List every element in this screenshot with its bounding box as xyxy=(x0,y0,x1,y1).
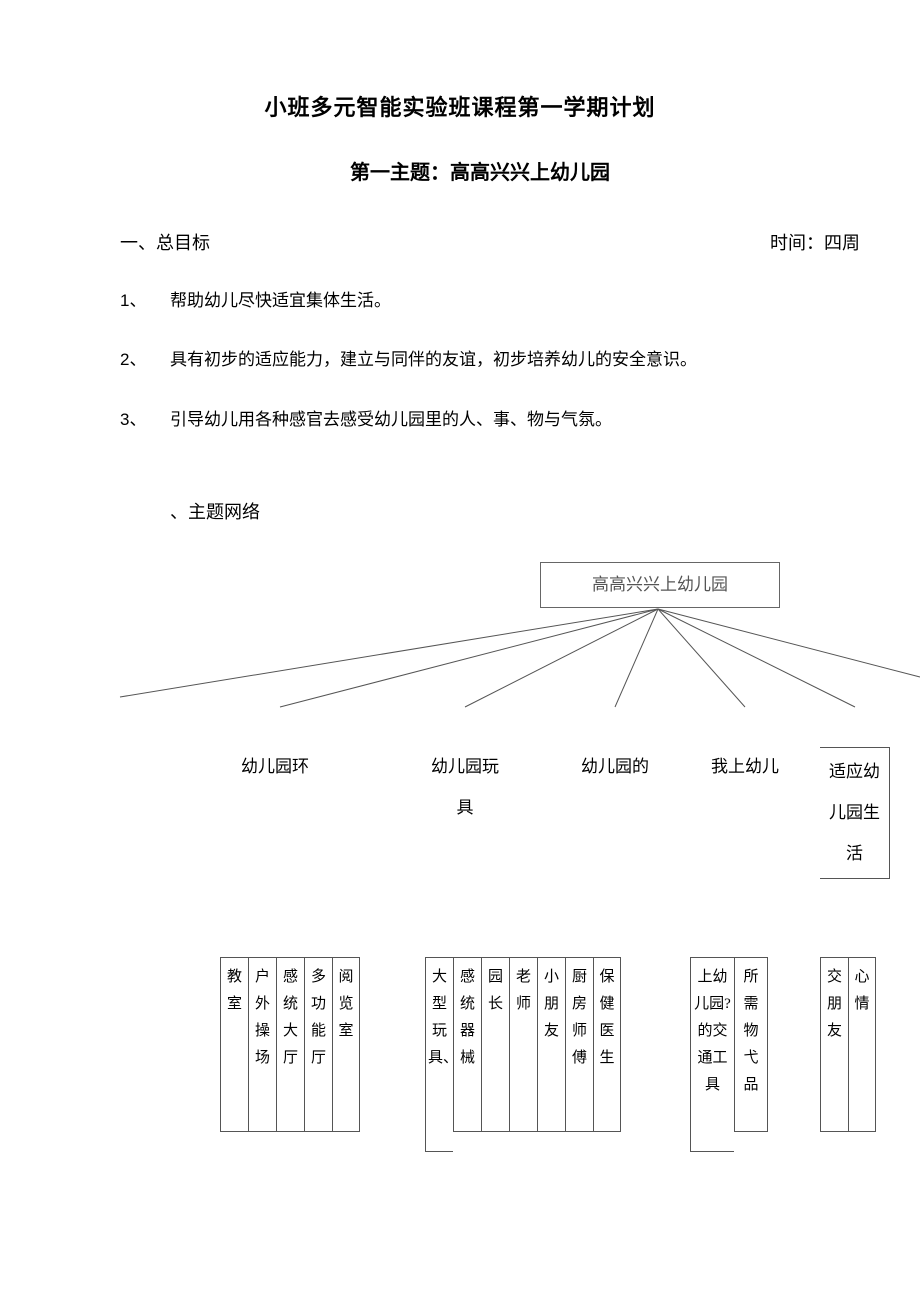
leaf-cell: 老师 xyxy=(509,957,537,1132)
goal-number: 1、 xyxy=(120,282,170,319)
goal-item: 1、 帮助幼儿尽快适宜集体生活。 xyxy=(120,282,870,319)
goal-item: 2、 具有初步的适应能力，建立与同伴的友谊，初步培养幼儿的安全意识。 xyxy=(120,341,870,378)
level2-node: 幼儿园的 xyxy=(580,747,650,788)
level2-node: 幼儿园环 xyxy=(240,747,310,788)
section-theme-label: 、主题网络 xyxy=(170,498,870,527)
leaf-cell: 户外操场 xyxy=(248,957,276,1132)
leaf-cell: 保健医生 xyxy=(593,957,621,1132)
leaf-cell: 心情 xyxy=(848,957,876,1132)
leaf-row: 教室户外操场感统大厅多功能厅阅览室 大型玩具、感统器械园长老师小朋友厨房师傅保健… xyxy=(50,957,920,1147)
goal-number: 2、 xyxy=(120,341,170,378)
leaf-cell: 园长 xyxy=(481,957,509,1132)
leaf-cell: 阅览室 xyxy=(332,957,360,1132)
leaf-cell: 多功能厅 xyxy=(304,957,332,1132)
goal-text: 具有初步的适应能力，建立与同伴的友谊，初步培养幼儿的安全意识。 xyxy=(170,341,870,378)
level2-node: 幼儿园玩具 xyxy=(430,747,500,829)
goals-list: 1、 帮助幼儿尽快适宜集体生活。 2、 具有初步的适应能力，建立与同伴的友谊，初… xyxy=(120,282,870,438)
leaf-cell: 感统大厅 xyxy=(276,957,304,1132)
leaf-cell: 所需物弋品 xyxy=(734,957,768,1132)
goal-text: 引导幼儿用各种感官去感受幼儿园里的人、事、物与气氛。 xyxy=(170,401,870,438)
leaf-group: 大型玩具、感统器械园长老师小朋友厨房师傅保健医生 xyxy=(425,957,621,1152)
leaf-cell: 教室 xyxy=(220,957,248,1132)
diagram-branches xyxy=(50,607,920,727)
header-row: 一、总目标 时间：四周 xyxy=(50,229,870,258)
goal-number: 3、 xyxy=(120,401,170,438)
section-goals-label: 一、总目标 xyxy=(120,229,210,258)
leaf-cell: 感统器械 xyxy=(453,957,481,1132)
leaf-group: 教室户外操场感统大厅多功能厅阅览室 xyxy=(220,957,360,1132)
leaf-cell: 大型玩具、 xyxy=(425,957,453,1152)
leaf-cell: 交朋友 xyxy=(820,957,848,1132)
subtitle: 第一主题：高高兴兴上幼儿园 xyxy=(50,157,870,189)
time-label: 时间：四周 xyxy=(770,229,860,258)
page-title: 小班多元智能实验班课程第一学期计划 xyxy=(50,90,870,125)
level2-node: 我上幼儿 xyxy=(710,747,780,788)
leaf-cell: 厨房师傅 xyxy=(565,957,593,1132)
goal-item: 3、 引导幼儿用各种感官去感受幼儿园里的人、事、物与气氛。 xyxy=(120,401,870,438)
leaf-group: 上幼儿园?的交通工具所需物弋品 xyxy=(690,957,768,1152)
diagram-root-node: 高高兴兴上幼儿园 xyxy=(540,562,780,608)
leaf-cell: 上幼儿园?的交通工具 xyxy=(690,957,734,1152)
leaf-group: 交朋友心情 xyxy=(820,957,876,1132)
goal-text: 帮助幼儿尽快适宜集体生活。 xyxy=(170,282,870,319)
leaf-cell: 小朋友 xyxy=(537,957,565,1132)
level2-node: 适应幼儿园生活 xyxy=(820,747,890,879)
theme-network-diagram: 高高兴兴上幼儿园 幼儿园环 幼儿园玩具 幼儿园的 我上幼儿 适应幼儿园生活 教室… xyxy=(50,557,870,1157)
